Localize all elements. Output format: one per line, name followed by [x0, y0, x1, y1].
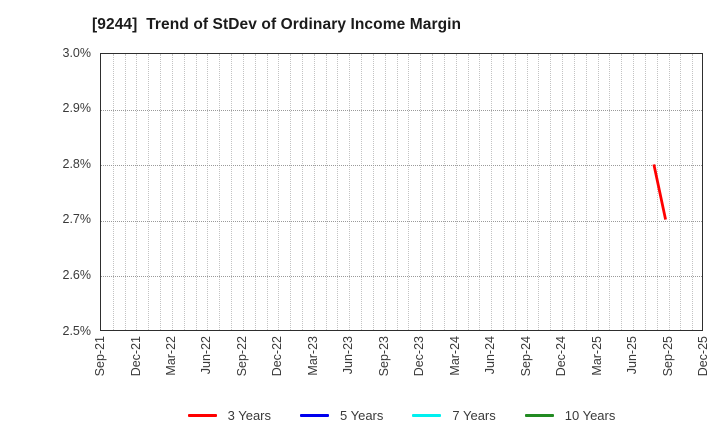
x-tick-label: Jun-24	[483, 336, 498, 375]
gridline-vertical	[124, 54, 126, 330]
x-tick-label: Sep-23	[376, 336, 391, 377]
x-tick-label: Sep-22	[234, 336, 249, 377]
gridline-vertical	[112, 54, 114, 330]
y-tick-label: 2.9%	[62, 101, 92, 116]
y-tick-label: 2.8%	[62, 156, 92, 171]
gridline-vertical	[183, 54, 185, 330]
gridline-vertical	[680, 54, 682, 330]
gridline-vertical	[491, 54, 493, 330]
gridline-vertical	[467, 54, 469, 330]
gridline-horizontal	[101, 165, 702, 167]
gridline-vertical	[290, 54, 292, 330]
gridline-vertical	[302, 54, 303, 330]
x-tick-label: Jun-22	[199, 336, 214, 375]
gridline-vertical	[609, 54, 611, 330]
gridline-vertical	[313, 54, 315, 330]
gridline-vertical	[443, 54, 445, 330]
gridline-vertical	[668, 54, 670, 330]
gridline-vertical	[597, 54, 599, 330]
gridline-vertical	[337, 54, 339, 330]
y-tick-label: 2.6%	[62, 267, 92, 282]
x-tick-label: Mar-25	[589, 336, 604, 376]
x-tick-label: Mar-23	[305, 336, 320, 376]
x-tick-label: Jun-23	[341, 336, 356, 375]
y-tick-label: 2.5%	[62, 323, 92, 338]
gridline-vertical	[538, 54, 540, 330]
x-tick-label: Mar-24	[447, 336, 462, 376]
gridline-vertical	[633, 54, 635, 330]
y-tick-label: 3.0%	[62, 45, 92, 60]
x-tick-label: Dec-21	[128, 336, 143, 377]
gridline-vertical	[656, 54, 658, 330]
legend-label: 10 Years	[564, 407, 616, 423]
gridline-vertical	[408, 54, 410, 330]
plot-area	[100, 53, 703, 331]
legend-label: 7 Years	[452, 407, 496, 423]
x-tick-label: Jun-25	[625, 336, 640, 375]
gridline-vertical	[514, 54, 516, 330]
gridline-vertical	[242, 54, 244, 330]
gridline-horizontal	[101, 276, 702, 278]
gridline-vertical	[207, 54, 209, 330]
gridline-vertical	[644, 54, 646, 330]
gridline-vertical	[266, 54, 268, 330]
x-tick-label: Sep-24	[518, 336, 533, 377]
legend-item-7-years: 7 Years	[412, 407, 496, 423]
legend-item-10-years: 10 Years	[524, 407, 616, 423]
gridline-vertical	[526, 54, 528, 330]
gridline-vertical	[621, 54, 623, 330]
legend: 3 Years 5 Years 7 Years 10 Years	[100, 404, 703, 426]
gridline-vertical	[384, 54, 386, 330]
y-tick-label: 2.7%	[62, 212, 92, 227]
gridline-vertical	[171, 54, 173, 330]
gridline-vertical	[562, 54, 564, 330]
gridline-vertical	[396, 54, 398, 330]
gridline-vertical	[349, 54, 351, 330]
chart-title: [9244] Trend of StDev of Ordinary Income…	[92, 16, 462, 33]
legend-line-swatch	[187, 413, 217, 417]
x-tick-label: Sep-25	[660, 336, 675, 377]
x-tick-label: Dec-23	[412, 336, 427, 377]
gridline-vertical	[503, 54, 504, 330]
gridline-horizontal	[101, 220, 702, 222]
gridline-vertical	[219, 54, 221, 330]
gridline-vertical	[254, 54, 256, 330]
gridline-vertical	[420, 54, 422, 330]
gridline-vertical	[432, 54, 434, 330]
gridline-vertical	[372, 54, 374, 330]
gridline-vertical	[550, 54, 552, 330]
legend-label: 3 Years	[227, 407, 271, 423]
x-tick-label: Dec-24	[554, 336, 569, 377]
gridline-vertical	[136, 54, 138, 330]
series-line-3-years	[652, 164, 667, 220]
legend-line-swatch	[412, 413, 442, 417]
x-tick-label: Dec-25	[696, 336, 710, 377]
gridline-vertical	[692, 54, 694, 330]
legend-label: 5 Years	[340, 407, 384, 423]
gridline-vertical	[325, 54, 327, 330]
gridline-vertical	[160, 54, 162, 330]
gridline-vertical	[455, 54, 457, 330]
gridline-vertical	[479, 54, 481, 330]
x-tick-label: Dec-22	[270, 336, 285, 377]
legend-item-3-years: 3 Years	[187, 407, 271, 423]
x-tick-label: Mar-22	[163, 336, 178, 376]
gridline-vertical	[361, 54, 363, 330]
gridline-horizontal	[101, 109, 702, 111]
gridline-vertical	[585, 54, 587, 330]
gridline-vertical	[573, 54, 575, 330]
x-tick-label: Sep-21	[93, 336, 107, 377]
gridline-vertical	[195, 54, 197, 330]
gridline-vertical	[148, 54, 150, 330]
gridline-vertical	[278, 54, 280, 330]
series-layer	[652, 164, 667, 220]
gridline-vertical	[231, 54, 233, 330]
legend-line-swatch	[300, 413, 329, 417]
legend-line-swatch	[524, 413, 554, 417]
legend-item-5-years: 5 Years	[300, 408, 383, 423]
